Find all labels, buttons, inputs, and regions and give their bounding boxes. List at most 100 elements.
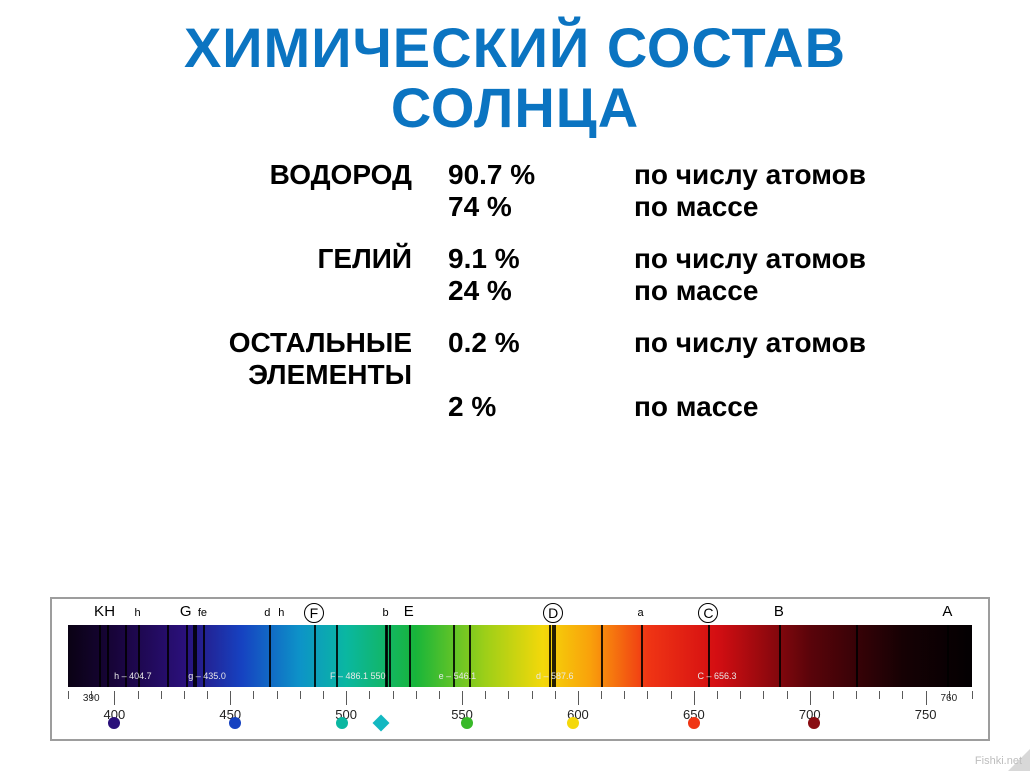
tick-minor (879, 691, 880, 699)
tick-minor (763, 691, 764, 699)
tick-minor (485, 691, 486, 699)
spectrum-marker (808, 717, 820, 729)
tick-minor (439, 691, 440, 699)
fraunhofer-label: H (104, 603, 115, 620)
tick-minor (508, 691, 509, 699)
tick-minor (532, 691, 533, 699)
tick-major (926, 691, 927, 705)
element-basis: по массе (616, 191, 986, 223)
tick-minor (972, 691, 973, 699)
fraunhofer-label: E (404, 603, 414, 620)
fraunhofer-label: C (698, 603, 718, 623)
tick-minor (902, 691, 903, 699)
wavelength-label: e – 546.1 (439, 671, 477, 681)
element-basis: по массе (616, 275, 986, 307)
fraunhofer-label: D (543, 603, 563, 623)
tick-label-edge: 760 (940, 693, 957, 704)
spectrum-marker (108, 717, 120, 729)
tick-minor (184, 691, 185, 699)
wavelength-ruler: 400450500550600650700750390760 (68, 691, 972, 733)
title-line-2: СОЛНЦА (0, 78, 1030, 138)
fraunhofer-label: h (134, 607, 140, 619)
absorption-line (167, 625, 169, 687)
absorption-line (779, 625, 781, 687)
tick-minor (647, 691, 648, 699)
composition-row: 24 %по массе (60, 275, 970, 307)
tick-minor (393, 691, 394, 699)
spectrum-strip: h – 404.7 g – 435.0 F – 486.1 550 e – 546.1… (68, 625, 972, 687)
tick-minor (300, 691, 301, 699)
tick-minor (787, 691, 788, 699)
fraunhofer-label: a (637, 607, 643, 619)
element-basis: по массе (616, 391, 986, 423)
absorption-line (314, 625, 316, 687)
fraunhofer-label: fe (198, 607, 207, 619)
spectrum-marker (229, 717, 241, 729)
tick-major (114, 691, 115, 705)
tick-major (230, 691, 231, 705)
tick-minor (138, 691, 139, 699)
tick-minor (207, 691, 208, 699)
element-name: ВОДОРОД (60, 159, 440, 191)
tick-minor (833, 691, 834, 699)
wavelength-label: h – 404.7 (114, 671, 152, 681)
wavelength-label: g – 435.0 (188, 671, 226, 681)
wavelength-label: F – 486.1 550 (330, 671, 386, 681)
element-percent: 74 % (448, 191, 608, 223)
tick-minor (253, 691, 254, 699)
fraunhofer-labels-row: KHhGfedhFbEDaCBA (52, 603, 988, 625)
tick-minor (68, 691, 69, 699)
fraunhofer-label: F (304, 603, 324, 623)
element-name: ОСТАЛЬНЫЕ ЭЛЕМЕНТЫ (60, 327, 440, 391)
element-percent: 24 % (448, 275, 608, 307)
spectrum-marker (372, 715, 389, 732)
wavelength-label: d – 587.6 (536, 671, 574, 681)
tick-major (462, 691, 463, 705)
spectrum-marker (688, 717, 700, 729)
tick-minor (740, 691, 741, 699)
tick-minor (601, 691, 602, 699)
tick-minor (671, 691, 672, 699)
tick-minor (277, 691, 278, 699)
wavelength-label: C – 656.3 (698, 671, 737, 681)
absorption-line (99, 625, 101, 687)
tick-minor (555, 691, 556, 699)
tick-label-edge: 390 (83, 693, 100, 704)
composition-row: ОСТАЛЬНЫЕ ЭЛЕМЕНТЫ0.2 %по числу атомов (60, 327, 970, 391)
absorption-line (947, 625, 949, 687)
solar-spectrum: KHhGfedhFbEDaCBA h – 404.7g – 435.0F – 4… (50, 597, 990, 741)
fraunhofer-label: K (94, 603, 104, 620)
element-percent: 90.7 % (448, 159, 608, 191)
tick-minor (161, 691, 162, 699)
tick-minor (856, 691, 857, 699)
spectrum-marker (567, 717, 579, 729)
element-percent: 9.1 % (448, 243, 608, 275)
tick-label: 750 (915, 707, 937, 722)
tick-major (578, 691, 579, 705)
absorption-line (601, 625, 603, 687)
composition-row: ГЕЛИЙ9.1 %по числу атомов (60, 243, 970, 275)
element-name (60, 391, 440, 423)
spectrum-marker (461, 717, 473, 729)
composition-table: ВОДОРОД90.7 %по числу атомов74 %по массе… (60, 159, 970, 443)
absorption-line (389, 625, 391, 687)
absorption-line (641, 625, 643, 687)
fraunhofer-label: h (278, 607, 284, 619)
element-basis: по числу атомов (616, 243, 986, 275)
absorption-line (269, 625, 271, 687)
page-title: ХИМИЧЕСКИЙ СОСТАВ СОЛНЦА (0, 0, 1030, 139)
fraunhofer-label: b (382, 607, 388, 619)
tick-minor (416, 691, 417, 699)
fraunhofer-label: A (942, 603, 952, 620)
composition-row: 2 %по массе (60, 391, 970, 423)
absorption-line (409, 625, 411, 687)
element-basis: по числу атомов (616, 327, 986, 391)
absorption-line (856, 625, 858, 687)
tick-major (694, 691, 695, 705)
tick-minor (323, 691, 324, 699)
tick-minor (624, 691, 625, 699)
composition-row: 74 %по массе (60, 191, 970, 223)
tick-minor (369, 691, 370, 699)
composition-row: ВОДОРОД90.7 %по числу атомов (60, 159, 970, 191)
element-name: ГЕЛИЙ (60, 243, 440, 275)
